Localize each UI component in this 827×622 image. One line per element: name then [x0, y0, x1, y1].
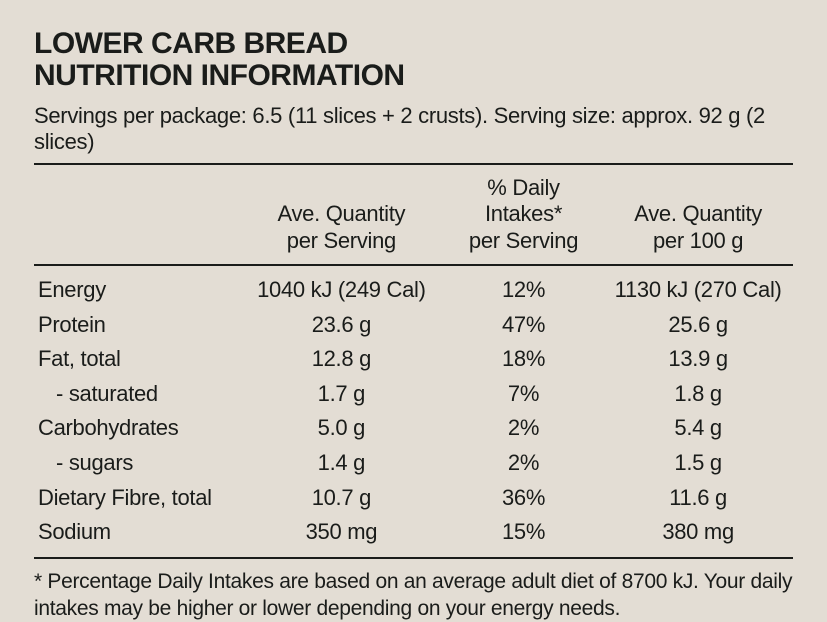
qty-per-100g: 1.8 g [603, 377, 793, 412]
nutrient-name: Dietary Fibre, total [34, 481, 239, 516]
nutrient-name: Carbohydrates [34, 411, 239, 446]
qty-per-serving: 1.4 g [239, 446, 444, 481]
nutrient-name: Sodium [34, 515, 239, 558]
col-header-daily-intake: % Daily Intakes* per Serving [444, 164, 603, 265]
daily-intake: 47% [444, 308, 603, 343]
qty-per-100g: 1130 kJ (270 Cal) [603, 265, 793, 308]
qty-per-100g: 11.6 g [603, 481, 793, 516]
qty-per-100g: 13.9 g [603, 342, 793, 377]
daily-intake: 36% [444, 481, 603, 516]
qty-per-100g: 380 mg [603, 515, 793, 558]
nutrient-name: Energy [34, 265, 239, 308]
col-header-per-serving: Ave. Quantity per Serving [239, 164, 444, 265]
qty-per-serving: 350 mg [239, 515, 444, 558]
table-row: Fat, total12.8 g18%13.9 g [34, 342, 793, 377]
table-row: Energy1040 kJ (249 Cal)12%1130 kJ (270 C… [34, 265, 793, 308]
table-row: Sodium350 mg15%380 mg [34, 515, 793, 558]
daily-intake: 12% [444, 265, 603, 308]
qty-per-serving: 10.7 g [239, 481, 444, 516]
nutrition-table: Ave. Quantity per Serving % Daily Intake… [34, 163, 793, 559]
nutrient-name: sugars [34, 446, 239, 481]
qty-per-serving: 1.7 g [239, 377, 444, 412]
footnote: * Percentage Daily Intakes are based on … [34, 569, 793, 622]
nutrient-name: saturated [34, 377, 239, 412]
daily-intake: 7% [444, 377, 603, 412]
panel-title: LOWER CARB BREAD NUTRITION INFORMATION [34, 28, 793, 93]
daily-intake: 2% [444, 446, 603, 481]
table-row: sugars1.4 g2%1.5 g [34, 446, 793, 481]
nutrition-table-body: Energy1040 kJ (249 Cal)12%1130 kJ (270 C… [34, 265, 793, 558]
qty-per-serving: 1040 kJ (249 Cal) [239, 265, 444, 308]
table-row: Carbohydrates5.0 g2%5.4 g [34, 411, 793, 446]
table-header-row: Ave. Quantity per Serving % Daily Intake… [34, 164, 793, 265]
col-header-per-100g: Ave. Quantity per 100 g [603, 164, 793, 265]
qty-per-serving: 23.6 g [239, 308, 444, 343]
daily-intake: 2% [444, 411, 603, 446]
nutrient-name: Protein [34, 308, 239, 343]
table-row: Dietary Fibre, total10.7 g36%11.6 g [34, 481, 793, 516]
title-line-2: NUTRITION INFORMATION [34, 59, 405, 92]
qty-per-serving: 12.8 g [239, 342, 444, 377]
table-row: saturated1.7 g7%1.8 g [34, 377, 793, 412]
qty-per-100g: 1.5 g [603, 446, 793, 481]
daily-intake: 15% [444, 515, 603, 558]
col-header-nutrient [34, 164, 239, 265]
qty-per-100g: 5.4 g [603, 411, 793, 446]
table-row: Protein23.6 g47%25.6 g [34, 308, 793, 343]
title-line-1: LOWER CARB BREAD [34, 27, 348, 60]
serving-info: Servings per package: 6.5 (11 slices + 2… [34, 103, 793, 155]
daily-intake: 18% [444, 342, 603, 377]
qty-per-100g: 25.6 g [603, 308, 793, 343]
nutrient-name: Fat, total [34, 342, 239, 377]
qty-per-serving: 5.0 g [239, 411, 444, 446]
